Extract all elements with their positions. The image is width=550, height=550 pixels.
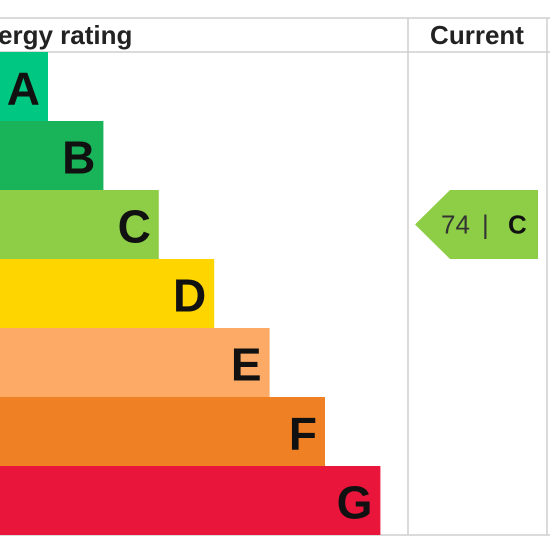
band-bar [0,259,215,328]
current-score: 74 [441,210,470,240]
current-arrow [415,190,538,259]
current-band: C [508,210,527,240]
band-bar [0,397,325,466]
current-rating: 74 | C [415,190,538,259]
band-letter: B [62,132,95,184]
band-bar [0,466,381,535]
band-letter: C [118,201,151,253]
header-title: ergy rating [0,20,132,50]
header-current: Current [430,20,524,50]
band-letter: G [337,477,373,529]
current-separator: | [482,210,489,240]
band-bar [0,328,270,397]
band-letter: D [173,270,206,322]
band-bar [0,190,159,259]
band-bar [0,52,48,121]
band-letter: A [7,63,40,115]
band-letter: E [231,339,262,391]
band-letter: F [289,408,317,460]
band-bar [0,121,104,190]
